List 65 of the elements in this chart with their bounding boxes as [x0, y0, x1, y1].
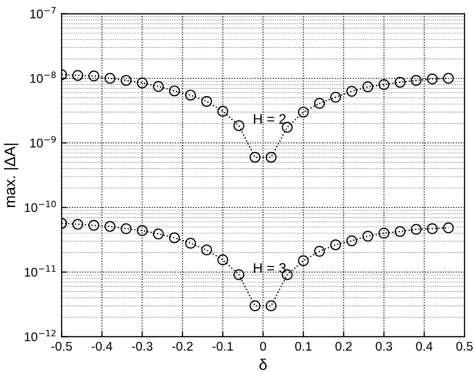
point: [410, 224, 422, 235]
point: [314, 246, 325, 257]
point: [266, 300, 277, 312]
y-tick-label: 10$^{−7}$: [30, 7, 56, 18]
point: [426, 223, 438, 234]
point: [201, 244, 212, 256]
x-tick-label: 0.4: [416, 342, 433, 351]
point: [152, 228, 164, 240]
point: [217, 254, 228, 266]
point: [72, 218, 84, 230]
point: [201, 96, 212, 107]
point: [330, 239, 342, 250]
point: [250, 152, 260, 163]
x-tick-label: -0.5: [51, 342, 72, 351]
x-axis-title: δ: [259, 358, 267, 370]
point: [104, 72, 116, 84]
point: [442, 222, 454, 234]
point: [250, 300, 260, 312]
point: [217, 106, 228, 117]
point: [394, 226, 406, 237]
x-tick-label: 0.2: [335, 342, 352, 351]
x-tick-label: -0.4: [92, 342, 112, 351]
point: [394, 76, 406, 88]
point: [120, 74, 132, 86]
point: [346, 235, 358, 246]
point: [314, 98, 325, 109]
y-tick-label: 10$^{−9}$: [30, 136, 56, 148]
y-tick-label: 10$^{−12}$: [24, 330, 56, 342]
point: [136, 77, 148, 88]
point: [298, 255, 309, 266]
y-axis-title: max. |ΔA|: [4, 144, 18, 208]
point: [362, 230, 374, 242]
x-tick-label: 0.1: [295, 342, 312, 351]
point: [362, 81, 374, 92]
point: [330, 92, 342, 103]
y-tick-label: 10$^{−10}$: [24, 200, 56, 212]
point: [378, 228, 390, 239]
point: [346, 86, 358, 97]
x-tick-label: 0.3: [376, 342, 392, 351]
point: [298, 106, 309, 118]
point: [185, 90, 196, 101]
point: [104, 220, 116, 232]
point: [410, 74, 422, 86]
point: [136, 225, 148, 236]
y-tick-label: 10$^{−11}$: [24, 265, 56, 277]
point: [378, 79, 390, 90]
point: [120, 223, 132, 234]
x-tick-label: -0.3: [132, 342, 152, 351]
point: [88, 220, 100, 231]
x-tick-label: 0.5: [456, 342, 473, 351]
point: [426, 73, 438, 84]
point: [169, 85, 180, 96]
x-tick-label: 0: [260, 342, 266, 351]
point: [233, 120, 244, 132]
point: [152, 80, 164, 92]
point: [72, 70, 84, 81]
point: [185, 238, 196, 249]
x-tick-label: -0.1: [212, 342, 233, 351]
point: [233, 269, 244, 280]
point: [442, 72, 454, 84]
point: [169, 232, 180, 244]
point: [266, 152, 277, 163]
y-tick-label: 10$^{−8}$: [30, 71, 56, 83]
point: [88, 70, 100, 82]
x-tick-label: -0.2: [172, 342, 193, 351]
